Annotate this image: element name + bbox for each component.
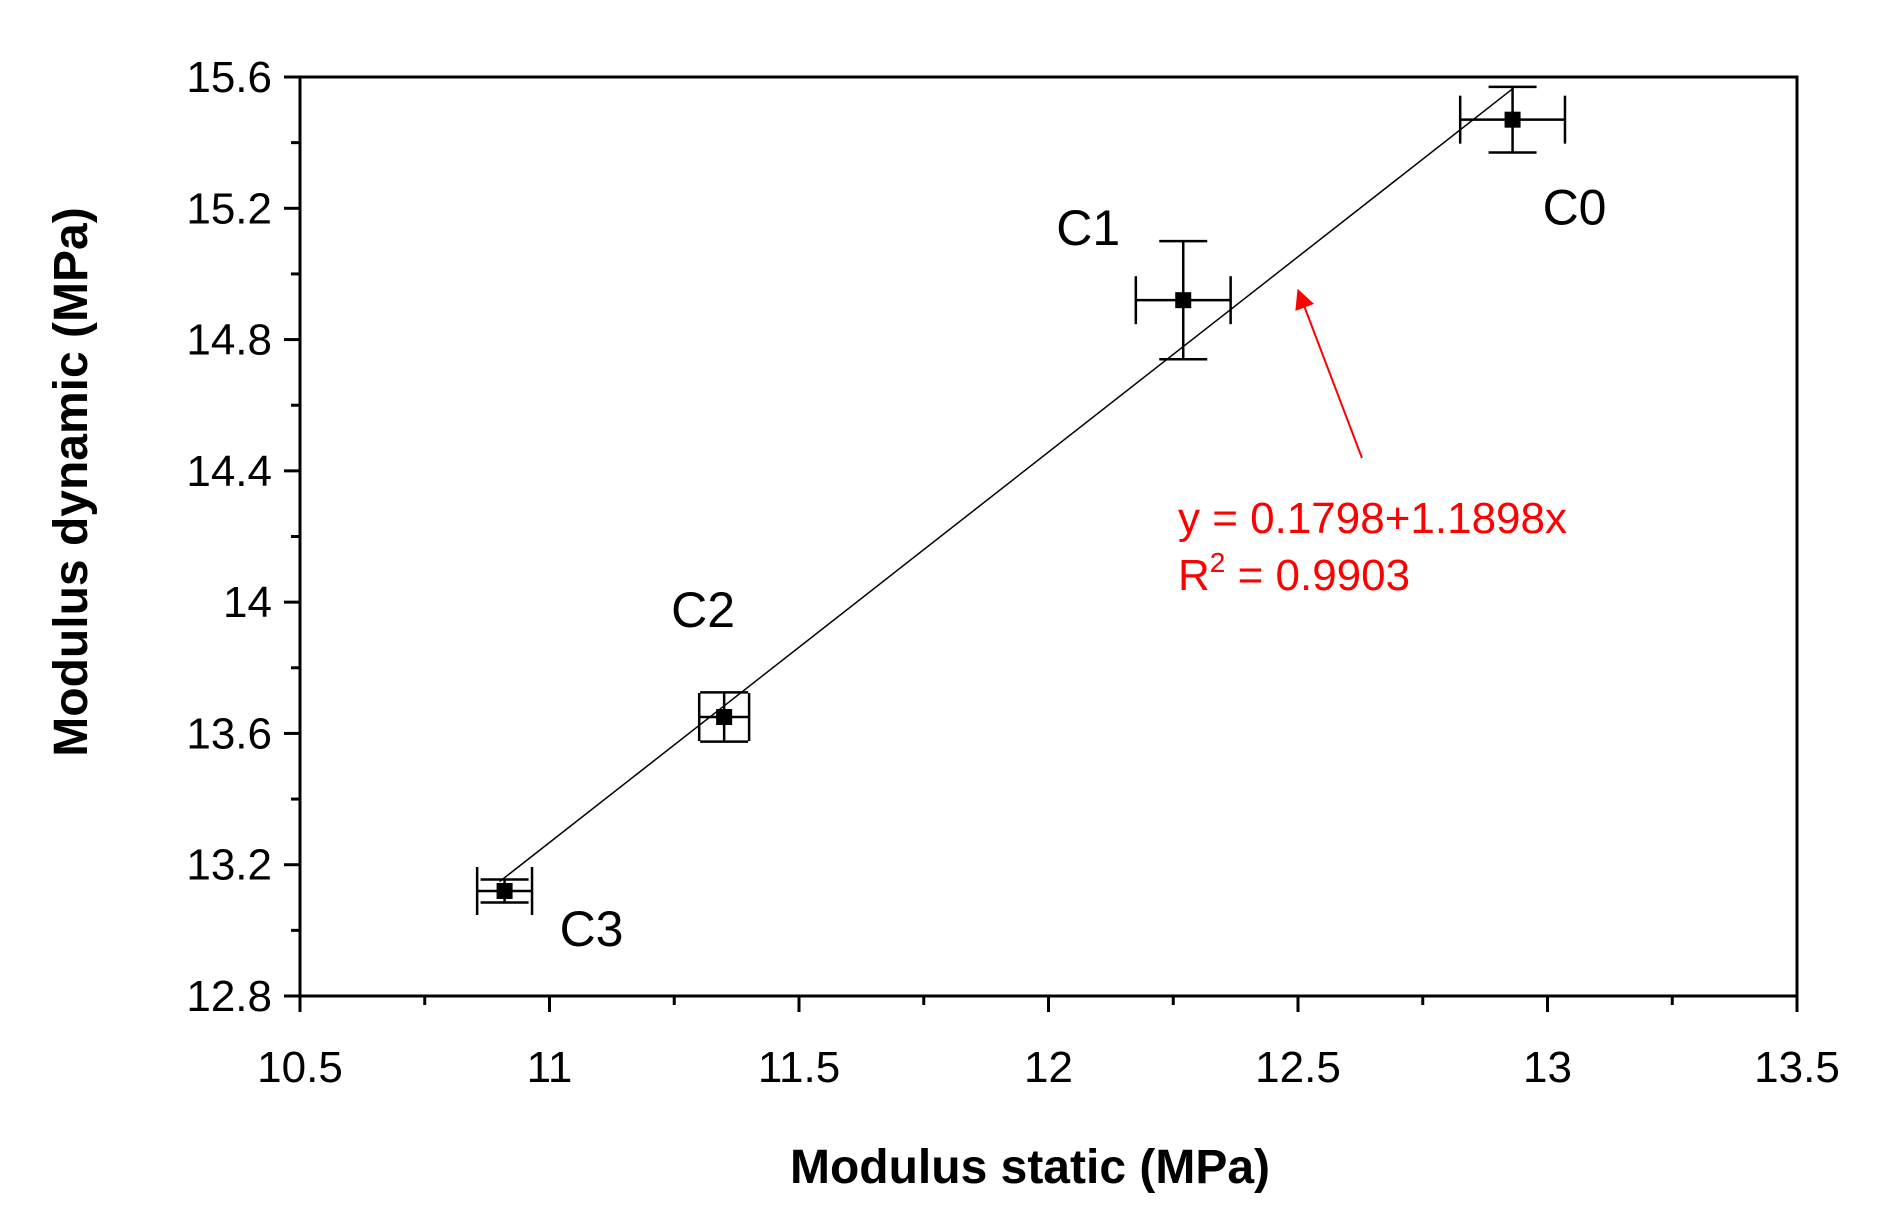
annotation-arrow	[1295, 288, 1363, 459]
data-point-marker	[1504, 111, 1521, 128]
x-tick-label: 13	[1523, 1043, 1572, 1092]
data-point-label: C1	[1056, 200, 1120, 256]
y-tick-label: 13.6	[186, 709, 272, 758]
y-tick-label: 15.2	[186, 184, 272, 233]
data-point-group: C3	[475, 866, 624, 957]
data-point-label: C0	[1543, 180, 1607, 236]
x-tick-label: 10.5	[257, 1043, 343, 1092]
y-tick-label: 14.8	[186, 316, 272, 365]
r-squared-superscript: 2	[1210, 547, 1226, 578]
data-point-marker	[496, 882, 513, 899]
x-tick-label: 12	[1024, 1043, 1073, 1092]
data-point-group: C2	[671, 582, 751, 743]
fit-equation: y = 0.1798+1.1898x	[1178, 494, 1567, 543]
x-tick-label: 12.5	[1255, 1043, 1341, 1092]
x-axis-title: Modulus static (MPa)	[790, 1141, 1270, 1194]
r-squared-value: = 0.9903	[1225, 551, 1410, 600]
y-tick-label: 15.6	[186, 53, 272, 102]
data-point-label: C3	[560, 901, 624, 957]
y-axis-title: Modulus dynamic (MPa)	[45, 207, 98, 756]
x-tick-label: 11	[527, 1043, 573, 1092]
tick-marks	[284, 75, 1799, 1012]
y-tick-labels: 12.8 13.2 13.6 14 14.4 14.8 15.2 15.6	[186, 53, 272, 1021]
r-squared-prefix: R	[1178, 551, 1210, 600]
r-squared: R2 = 0.9903	[1178, 547, 1410, 600]
x-tick-labels: 10.5 11 11.5 12 12.5 13 13.5	[257, 1043, 1840, 1092]
data-point-group: C1	[1056, 200, 1232, 361]
y-tick-label: 12.8	[186, 972, 272, 1021]
fit-line	[499, 88, 1514, 883]
data-point-marker	[1175, 292, 1192, 309]
data-point-group: C0	[1458, 85, 1607, 236]
data-point-marker	[716, 709, 733, 726]
y-tick-label: 14.4	[186, 447, 272, 496]
data-points: C0 C1 C2 C3	[475, 85, 1607, 957]
x-tick-label: 11.5	[758, 1043, 840, 1092]
fit-line-group	[499, 88, 1514, 883]
x-tick-label: 13.5	[1754, 1043, 1840, 1092]
y-tick-label: 14	[223, 578, 272, 627]
data-point-label: C2	[671, 582, 735, 638]
y-tick-label: 13.2	[186, 841, 272, 890]
